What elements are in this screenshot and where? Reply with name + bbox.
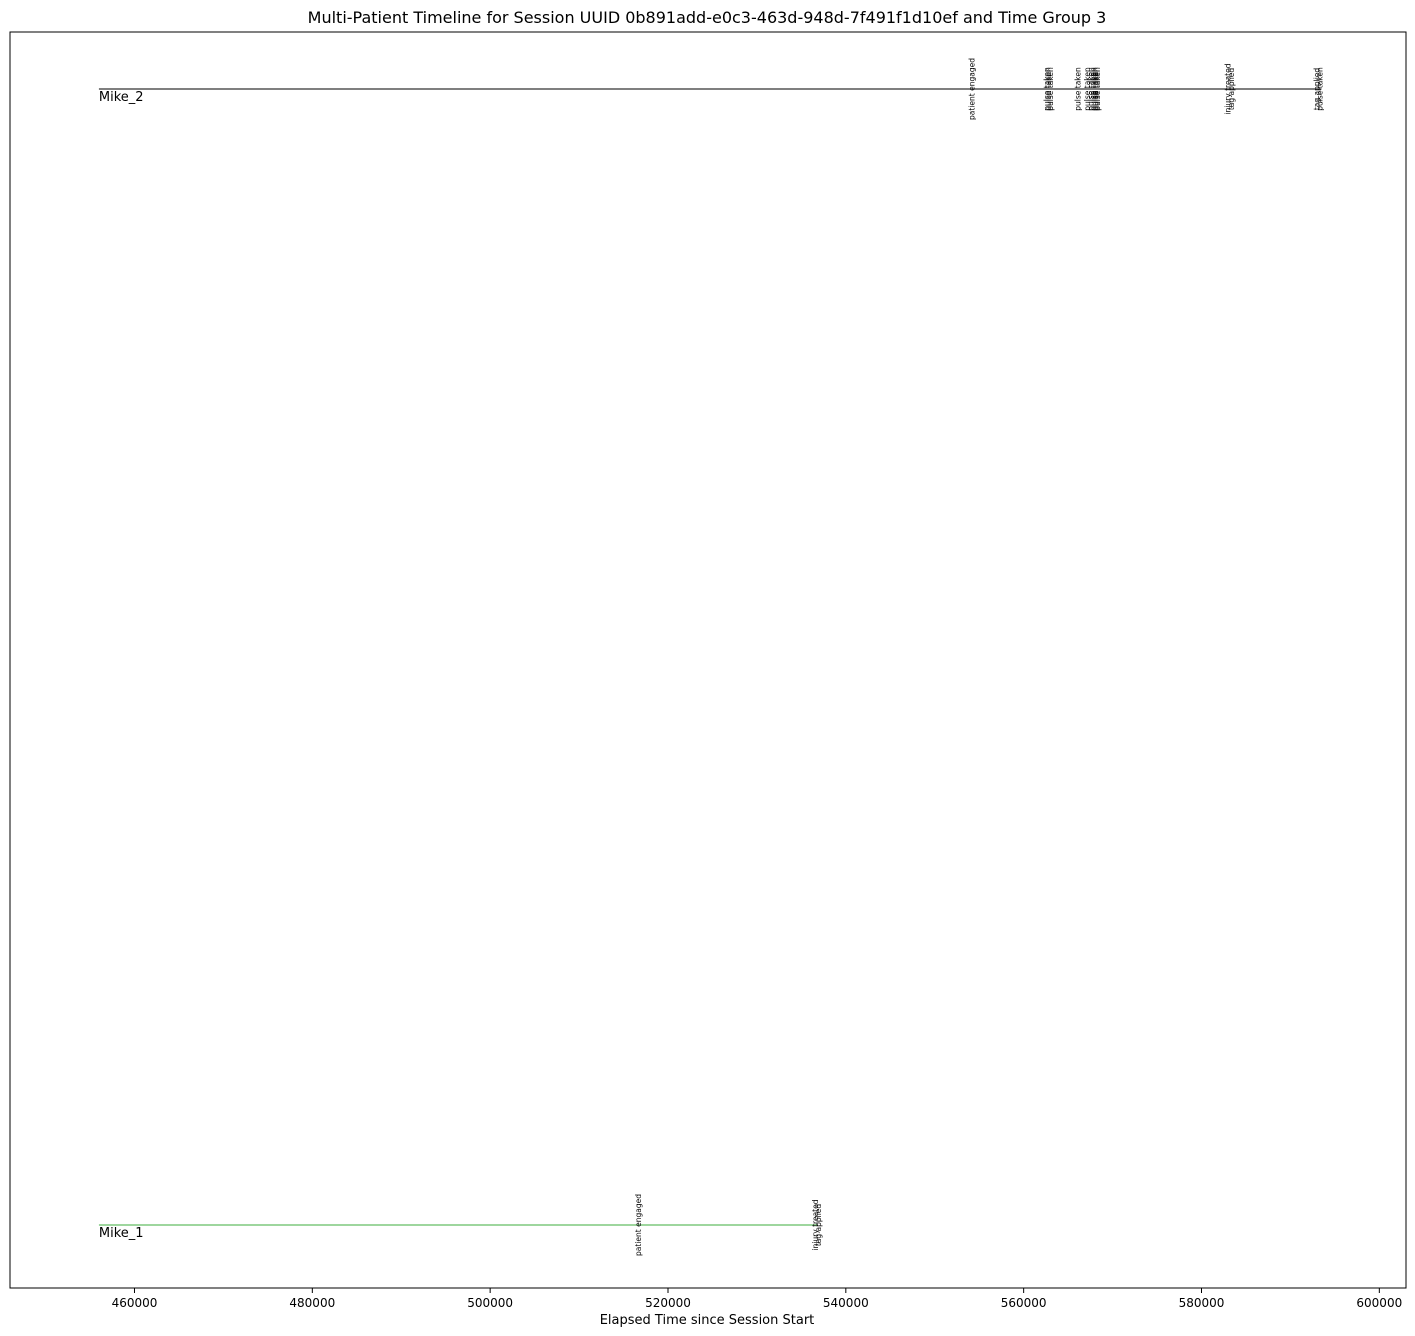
event-label: patient engaged [634, 1194, 643, 1256]
event-label: injury treated [811, 1199, 820, 1250]
x-tick-label: 540000 [823, 1296, 869, 1310]
event-label: pulse taken [1089, 67, 1098, 111]
patient-name-label: Mike_1 [99, 1226, 144, 1241]
x-tick-label: 600000 [1356, 1296, 1402, 1310]
x-axis-label: Elapsed Time since Session Start [600, 1313, 815, 1328]
event-label: pulse taken [1093, 67, 1102, 111]
event-label: pulse taken [1044, 67, 1053, 111]
event-label: tag applied [814, 1204, 823, 1247]
x-tick-label: 520000 [645, 1296, 691, 1310]
event-label: pulse taken [1092, 67, 1101, 111]
event-label: pulse taken [1073, 67, 1082, 111]
event-label: pulse taken [1087, 67, 1096, 111]
x-axis: 460000 480000 500000 520000 540000 560000 5800… [112, 1288, 1402, 1310]
x-tick-label: 560000 [1001, 1296, 1047, 1310]
event-label: tag applied [1227, 68, 1236, 111]
patient-name-label: Mike_2 [99, 90, 144, 105]
event-label: pulse taken [1042, 67, 1051, 111]
x-tick-label: 480000 [289, 1296, 335, 1310]
plot-area [9, 31, 1407, 1289]
x-tick-label: 500000 [467, 1296, 513, 1310]
event-label: pulse taken [1083, 67, 1092, 111]
event-label: injury treated [1224, 63, 1233, 114]
x-tick-label: 460000 [112, 1296, 158, 1310]
event-label: tag applied [1313, 68, 1322, 111]
event-label: pulse taken [1315, 67, 1324, 111]
event-label: pulse taken [1090, 67, 1099, 111]
event-label: patient engaged [968, 58, 977, 120]
event-label: pulse taken [1046, 67, 1055, 111]
x-tick-label: 580000 [1179, 1296, 1225, 1310]
chart-title: Multi-Patient Timeline for Session UUID … [308, 8, 1107, 27]
